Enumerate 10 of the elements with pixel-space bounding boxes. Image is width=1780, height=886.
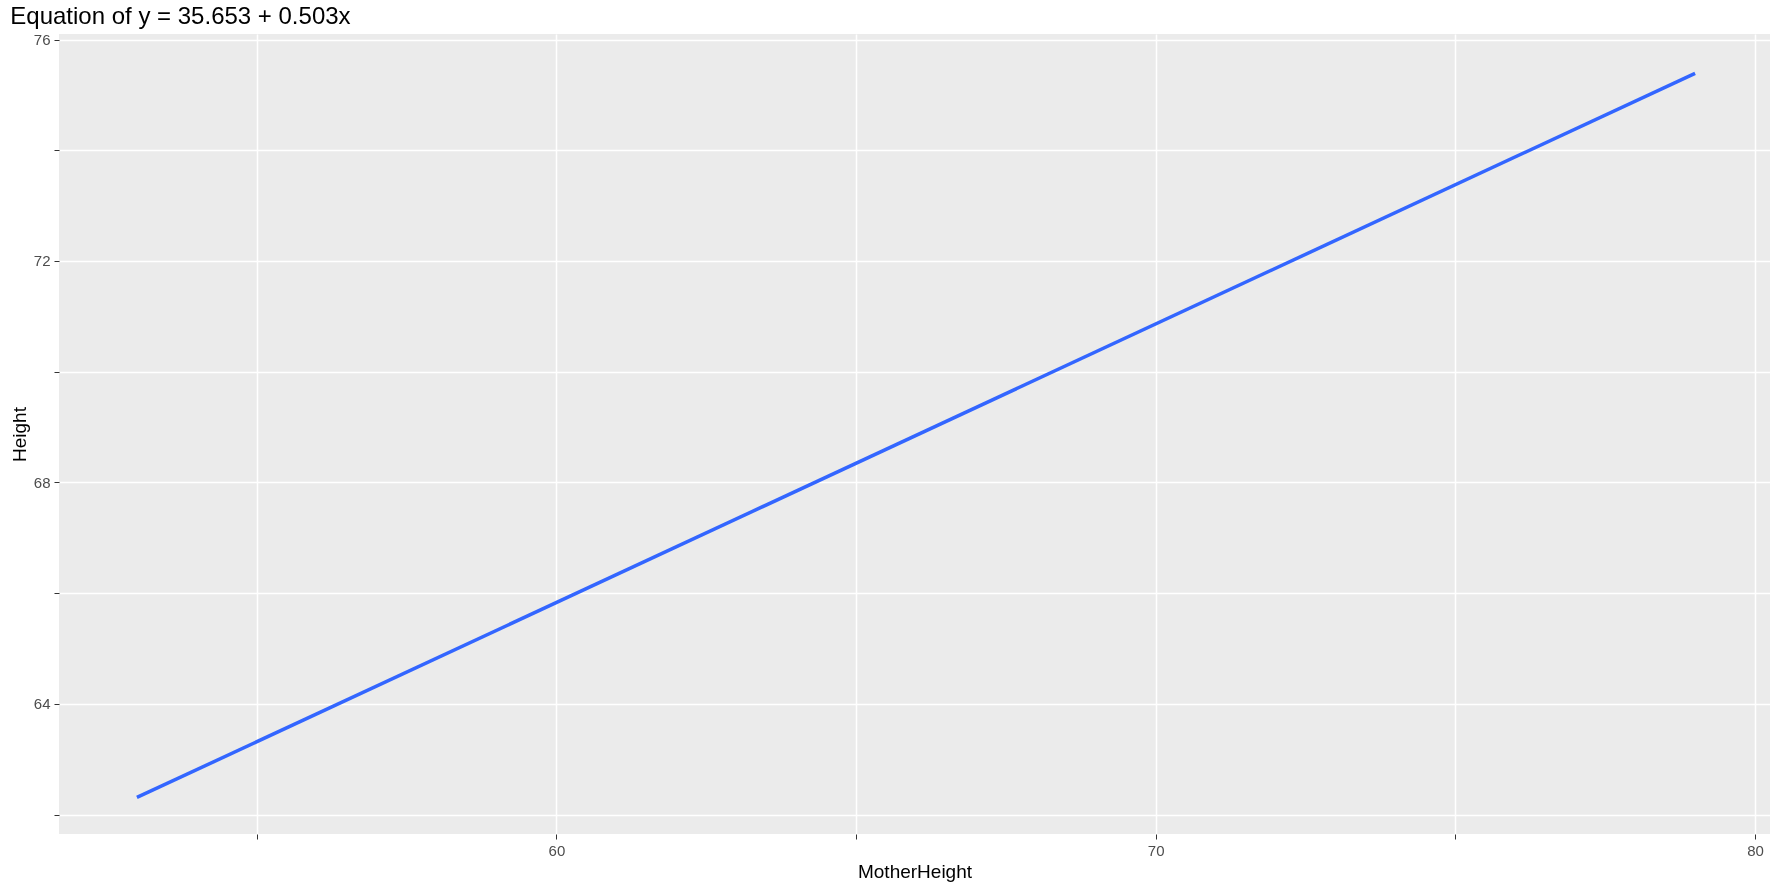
x-tick-label: 80 xyxy=(1747,841,1764,859)
chart-title: Equation of y = 35.653 + 0.503x xyxy=(10,1,351,29)
x-tick-label: 70 xyxy=(1147,841,1165,859)
y-tick-label: 64 xyxy=(33,695,51,713)
y-tick-label: 72 xyxy=(33,252,51,270)
x-tick-label: 60 xyxy=(548,841,566,859)
y-tick-label: 76 xyxy=(33,31,51,49)
y-axis-title: Height xyxy=(8,406,30,462)
x-axis-title: MotherHeight xyxy=(857,860,973,882)
y-tick-label: 68 xyxy=(33,473,51,491)
